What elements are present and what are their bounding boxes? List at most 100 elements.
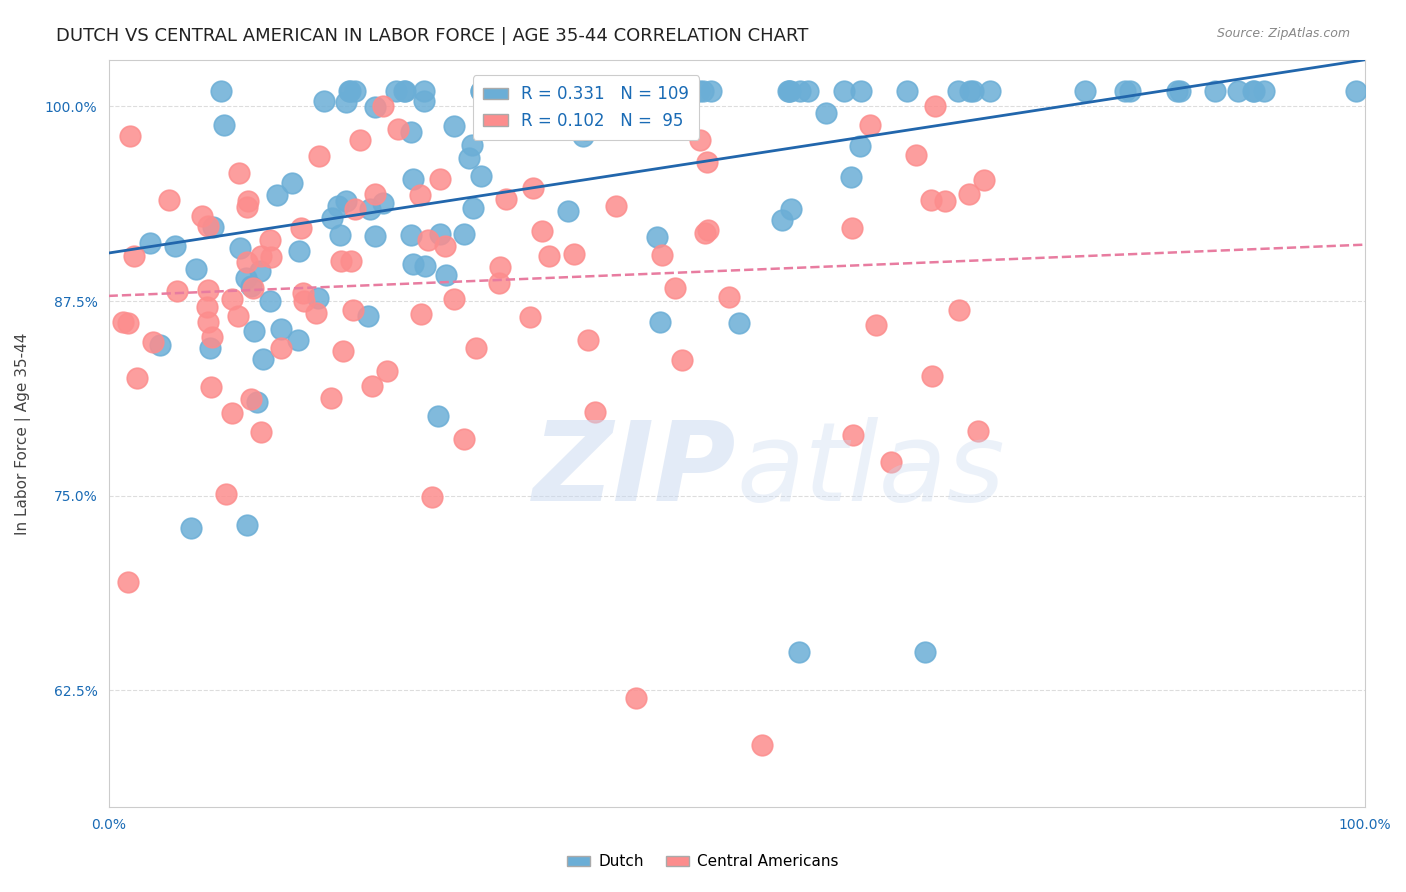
Point bbox=[896, 84, 918, 98]
Point bbox=[201, 330, 224, 344]
Point bbox=[270, 321, 292, 335]
Point bbox=[266, 188, 288, 202]
Text: Source: ZipAtlas.com: Source: ZipAtlas.com bbox=[1216, 27, 1350, 40]
Point bbox=[1346, 84, 1368, 98]
Text: DUTCH VS CENTRAL AMERICAN IN LABOR FORCE | AGE 35-44 CORRELATION CHART: DUTCH VS CENTRAL AMERICAN IN LABOR FORCE… bbox=[56, 27, 808, 45]
Point bbox=[198, 341, 221, 355]
Point bbox=[522, 84, 544, 98]
Point bbox=[335, 194, 357, 209]
Point bbox=[841, 427, 863, 442]
Point bbox=[197, 219, 219, 233]
Point bbox=[575, 123, 598, 137]
Point bbox=[235, 200, 257, 214]
Point bbox=[865, 318, 887, 332]
Point bbox=[292, 285, 315, 300]
Point bbox=[242, 324, 264, 338]
Point bbox=[342, 302, 364, 317]
Point bbox=[967, 424, 990, 438]
Point bbox=[443, 293, 465, 307]
Point bbox=[364, 229, 387, 244]
Point bbox=[815, 106, 838, 120]
Point bbox=[488, 277, 510, 291]
Point bbox=[305, 305, 328, 319]
Point bbox=[240, 392, 263, 406]
Point bbox=[321, 211, 343, 225]
Point bbox=[335, 95, 357, 110]
Point bbox=[308, 148, 330, 162]
Point bbox=[259, 234, 281, 248]
Point bbox=[1118, 84, 1140, 98]
Point bbox=[197, 283, 219, 297]
Point bbox=[973, 173, 995, 187]
Point bbox=[375, 364, 398, 378]
Point bbox=[905, 147, 928, 161]
Point bbox=[659, 84, 682, 98]
Point bbox=[519, 310, 541, 324]
Point bbox=[197, 315, 219, 329]
Point bbox=[117, 575, 139, 590]
Point bbox=[776, 84, 799, 98]
Point bbox=[281, 176, 304, 190]
Point bbox=[453, 432, 475, 446]
Legend: Dutch, Central Americans: Dutch, Central Americans bbox=[561, 848, 845, 875]
Point bbox=[413, 260, 436, 274]
Point bbox=[209, 84, 232, 98]
Point bbox=[583, 405, 606, 419]
Point bbox=[470, 169, 492, 183]
Point bbox=[434, 238, 457, 252]
Y-axis label: In Labor Force | Age 35-44: In Labor Force | Age 35-44 bbox=[15, 332, 31, 534]
Point bbox=[200, 380, 222, 394]
Point bbox=[688, 84, 710, 98]
Point bbox=[364, 186, 387, 201]
Point bbox=[605, 199, 627, 213]
Point bbox=[290, 221, 312, 235]
Point bbox=[921, 369, 943, 384]
Point bbox=[413, 94, 436, 108]
Point bbox=[453, 227, 475, 241]
Point bbox=[422, 490, 444, 504]
Point bbox=[957, 186, 980, 201]
Point bbox=[361, 379, 384, 393]
Point bbox=[364, 100, 387, 114]
Point bbox=[429, 171, 451, 186]
Point bbox=[600, 84, 623, 98]
Point bbox=[571, 129, 593, 144]
Point bbox=[394, 84, 416, 98]
Point bbox=[859, 118, 882, 132]
Point bbox=[624, 691, 647, 706]
Point bbox=[1243, 84, 1265, 98]
Point bbox=[332, 343, 354, 358]
Point bbox=[548, 112, 571, 126]
Point bbox=[308, 291, 330, 305]
Point bbox=[443, 119, 465, 133]
Point bbox=[260, 251, 283, 265]
Point bbox=[434, 268, 457, 282]
Text: ZIP: ZIP bbox=[533, 417, 737, 524]
Point bbox=[371, 99, 394, 113]
Point bbox=[588, 117, 610, 131]
Point bbox=[139, 236, 162, 251]
Point bbox=[112, 315, 135, 329]
Point bbox=[519, 115, 541, 129]
Point bbox=[118, 128, 141, 143]
Point bbox=[1166, 84, 1188, 98]
Point bbox=[934, 194, 956, 209]
Point bbox=[409, 307, 432, 321]
Point bbox=[356, 310, 378, 324]
Point bbox=[416, 233, 439, 247]
Point bbox=[495, 84, 517, 98]
Point bbox=[651, 248, 673, 262]
Point bbox=[166, 284, 188, 298]
Point bbox=[399, 126, 422, 140]
Point bbox=[489, 260, 512, 274]
Point bbox=[489, 84, 512, 98]
Point bbox=[1168, 84, 1191, 98]
Point bbox=[287, 333, 309, 347]
Point bbox=[1241, 84, 1264, 98]
Point bbox=[242, 281, 264, 295]
Point bbox=[1226, 84, 1249, 98]
Point bbox=[948, 302, 970, 317]
Point bbox=[339, 84, 361, 98]
Point bbox=[201, 219, 224, 234]
Point bbox=[779, 84, 801, 98]
